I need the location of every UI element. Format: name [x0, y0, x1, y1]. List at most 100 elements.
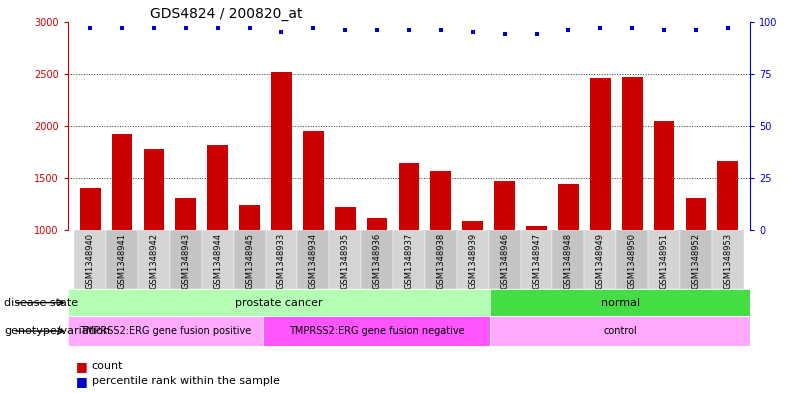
Text: GSM1348948: GSM1348948: [564, 233, 573, 289]
Point: [371, 27, 384, 33]
Point: [689, 27, 702, 33]
Text: disease state: disease state: [4, 298, 78, 308]
Bar: [202, 230, 234, 289]
Text: GSM1348933: GSM1348933: [277, 233, 286, 289]
Bar: [234, 230, 266, 289]
Bar: [106, 230, 138, 289]
Text: GSM1348950: GSM1348950: [628, 233, 637, 289]
Bar: [526, 226, 547, 230]
Bar: [648, 230, 680, 289]
Point: [211, 25, 224, 31]
Bar: [68, 316, 263, 346]
Point: [498, 31, 511, 37]
Text: TMPRSS2:ERG gene fusion positive: TMPRSS2:ERG gene fusion positive: [80, 326, 251, 336]
Bar: [239, 205, 260, 230]
Point: [434, 27, 447, 33]
Point: [339, 27, 352, 33]
Bar: [584, 230, 616, 289]
Bar: [266, 230, 298, 289]
Bar: [330, 230, 361, 289]
Bar: [490, 289, 750, 316]
Text: GSM1348938: GSM1348938: [437, 233, 445, 289]
Text: control: control: [603, 326, 637, 336]
Bar: [138, 230, 170, 289]
Bar: [112, 134, 132, 230]
Bar: [425, 230, 456, 289]
Text: normal: normal: [601, 298, 640, 308]
Bar: [271, 72, 292, 230]
Point: [84, 25, 97, 31]
Text: GSM1348949: GSM1348949: [596, 233, 605, 289]
Text: GSM1348944: GSM1348944: [213, 233, 222, 289]
Text: GDS4824 / 200820_at: GDS4824 / 200820_at: [150, 7, 302, 20]
Bar: [263, 316, 490, 346]
Bar: [552, 230, 584, 289]
Point: [275, 29, 288, 35]
Text: count: count: [92, 361, 123, 371]
Text: GSM1348952: GSM1348952: [691, 233, 701, 289]
Bar: [456, 230, 488, 289]
Bar: [393, 230, 425, 289]
Bar: [298, 230, 330, 289]
Text: percentile rank within the sample: percentile rank within the sample: [92, 376, 279, 386]
Text: GSM1348939: GSM1348939: [468, 233, 477, 289]
Bar: [712, 230, 744, 289]
Bar: [170, 230, 202, 289]
Bar: [494, 181, 515, 230]
Point: [658, 27, 670, 33]
Bar: [616, 230, 648, 289]
Bar: [430, 171, 451, 230]
Text: GSM1348945: GSM1348945: [245, 233, 254, 289]
Text: GSM1348936: GSM1348936: [373, 233, 381, 289]
Bar: [176, 198, 196, 230]
Bar: [685, 198, 706, 230]
Bar: [488, 230, 520, 289]
Text: GSM1348942: GSM1348942: [149, 233, 159, 289]
Text: GSM1348943: GSM1348943: [181, 233, 190, 289]
Point: [721, 25, 734, 31]
Bar: [520, 230, 552, 289]
Point: [243, 25, 256, 31]
Bar: [717, 161, 738, 230]
Bar: [367, 219, 388, 230]
Point: [116, 25, 128, 31]
Text: GSM1348947: GSM1348947: [532, 233, 541, 289]
Point: [530, 31, 543, 37]
Text: genotype/variation: genotype/variation: [4, 326, 110, 336]
Text: GSM1348941: GSM1348941: [117, 233, 127, 289]
Bar: [590, 78, 610, 230]
Text: GSM1348951: GSM1348951: [659, 233, 669, 289]
Bar: [399, 163, 419, 230]
Point: [180, 25, 192, 31]
Bar: [74, 230, 106, 289]
Bar: [558, 184, 579, 230]
Text: GSM1348953: GSM1348953: [723, 233, 733, 289]
Bar: [680, 230, 712, 289]
Bar: [462, 220, 483, 230]
Point: [626, 25, 638, 31]
Point: [594, 25, 606, 31]
Text: ■: ■: [76, 375, 88, 388]
Text: prostate cancer: prostate cancer: [235, 298, 323, 308]
Bar: [490, 316, 750, 346]
Text: GSM1348935: GSM1348935: [341, 233, 350, 289]
Bar: [207, 145, 228, 230]
Point: [562, 27, 575, 33]
Text: GSM1348940: GSM1348940: [85, 233, 95, 289]
Text: ■: ■: [76, 360, 88, 373]
Point: [307, 25, 320, 31]
Bar: [303, 131, 324, 230]
Point: [402, 27, 415, 33]
Text: GSM1348946: GSM1348946: [500, 233, 509, 289]
Text: GSM1348934: GSM1348934: [309, 233, 318, 289]
Bar: [622, 77, 642, 230]
Bar: [335, 207, 356, 230]
Text: TMPRSS2:ERG gene fusion negative: TMPRSS2:ERG gene fusion negative: [289, 326, 464, 336]
Bar: [654, 121, 674, 230]
Bar: [361, 230, 393, 289]
Point: [148, 25, 160, 31]
Bar: [144, 149, 164, 230]
Bar: [80, 188, 101, 230]
Point: [466, 29, 479, 35]
Text: GSM1348937: GSM1348937: [405, 233, 413, 289]
